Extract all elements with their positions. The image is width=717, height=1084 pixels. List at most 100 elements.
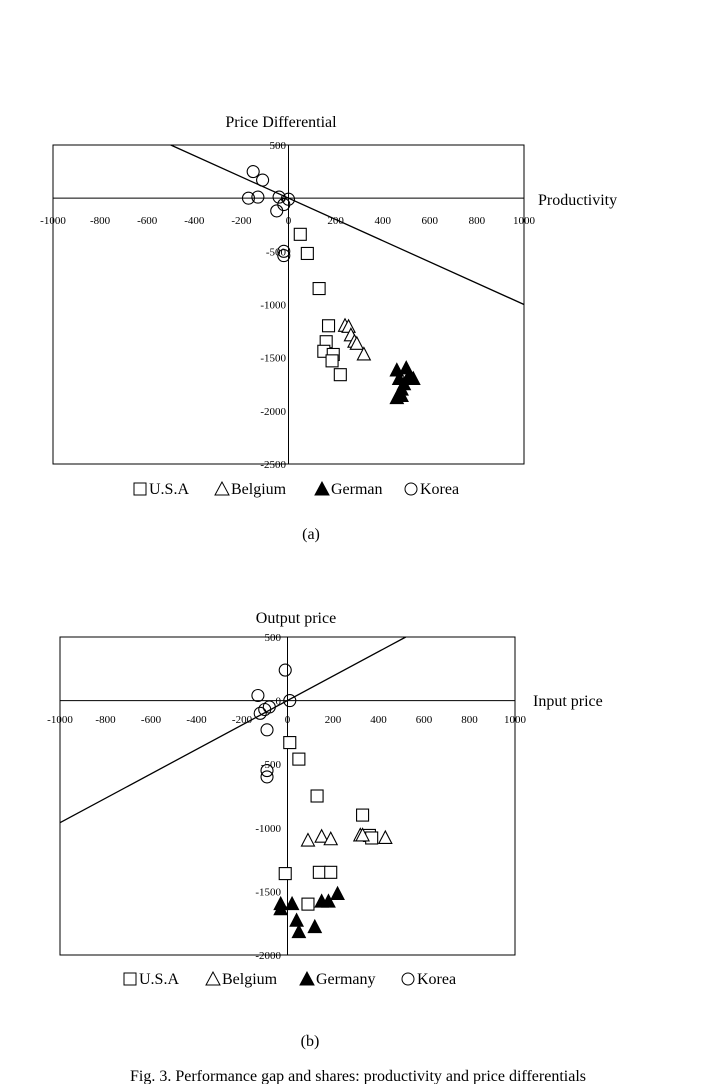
panel-label-a: (a) [302,526,320,543]
legend-label-korea: Korea [417,971,456,988]
data-point-triangle [289,912,305,927]
legend-square-marker [133,482,147,496]
x-tick-label: -400 [184,215,205,227]
data-point-triangle [323,831,339,846]
x-axis-title: Productivity [538,192,617,209]
x-axis-title: Input price [533,693,603,710]
data-point-triangle [273,901,289,916]
y-tick-label: -1000 [260,300,286,312]
data-point-square [333,368,347,382]
trend-line [170,144,525,306]
data-point-triangle [349,335,365,350]
x-tick-label: -200 [232,714,253,726]
y-tick-label: -1000 [255,823,281,835]
reference-line [170,144,525,306]
x-tick-label: -600 [137,215,158,227]
data-point-triangle [330,885,345,900]
data-point-triangle [356,346,372,361]
panel-label-b: (b) [301,1033,320,1050]
x-tick-label: -800 [95,714,116,726]
legend-open-triangle-marker [205,970,221,986]
y-tick-label: 0 [281,193,287,205]
x-tick-label: 200 [325,714,342,726]
x-tick-label: 1000 [513,215,536,227]
legend: U.S.A Belgium Germany Korea [123,970,456,988]
data-point-triangle [377,829,393,845]
legend-label-germany: Germany [316,971,376,988]
legend-open-triangle-marker [214,480,230,496]
y-tick-label: -2000 [255,950,281,962]
data-point-circle [251,688,265,703]
y-tick-label: -1500 [255,886,281,898]
x-tick-label: -400 [186,714,207,726]
x-tick-label: -600 [141,714,162,726]
data-point-circle [281,192,296,206]
data-point-triangle [314,828,330,843]
chart-panel-b: Output price Input price -1000 -800 -600 -4… [47,610,603,1050]
x-tick-label: -1000 [40,215,66,227]
x-tick-label: 400 [374,215,391,227]
legend-filled-triangle-marker [314,480,330,496]
data-point-circle [260,764,274,778]
legend-filled-triangle-marker [299,970,315,986]
data-point-circle [277,249,291,263]
data-point-square [301,897,315,911]
y-axis-title: Price Differential [225,114,337,131]
data-point-triangle [291,923,307,939]
y-tick-label: -2500 [260,459,286,471]
tick-labels: -1000-800-600-400-2000200400600800100050… [40,140,535,471]
data-point-square [312,281,326,296]
legend-label-belgium: Belgium [222,971,278,988]
data-point-square [356,808,370,822]
chart-panel-a: Price Differential Productivity -1000 -80… [40,114,617,543]
y-tick-label: -500 [266,246,287,258]
legend-square-marker [123,972,137,986]
data-point-circle [270,204,284,218]
tick-labels: -1000-800-600-400-2000200400600800100050… [47,632,526,962]
data-point-square [312,865,326,879]
data-point-triangle [284,895,300,911]
y-tick-label: -500 [261,759,282,771]
data-point-circle [262,700,276,714]
x-tick-label: 800 [461,714,478,726]
x-tick-label: 1000 [504,714,527,726]
x-tick-label: 400 [370,714,387,726]
data-point-triangle [398,360,414,375]
y-tick-label: -1500 [260,353,286,365]
data-point-square [325,354,339,368]
data-point-square [283,736,297,750]
x-tick-label: 800 [469,215,486,227]
x-tick-label: -800 [90,215,111,227]
data-point-circle [241,191,256,205]
legend-label-belgium: Belgium [231,481,287,498]
x-tick-label: -1000 [47,714,73,726]
legend-circle-marker [401,972,415,986]
data-point-circle [260,770,274,784]
trend-line [59,636,407,824]
data-points [251,663,393,939]
reference-line [59,636,407,824]
data-point-circle [246,165,260,179]
data-point-square [292,752,306,766]
legend-label-german: German [331,481,383,498]
data-point-circle [256,173,270,187]
data-point-circle [272,190,286,204]
y-tick-label: -2000 [260,406,286,418]
data-point-triangle [355,827,370,842]
y-tick-label: 500 [270,140,287,152]
data-points [241,165,421,405]
legend: U.S.A Belgium German Korea [133,480,459,498]
y-tick-label: 0 [276,696,282,708]
legend-label-korea: Korea [420,481,459,498]
data-point-circle [278,663,292,677]
data-point-triangle [307,918,323,934]
data-point-square [278,867,292,881]
data-point-square [324,865,338,879]
x-tick-label: 600 [422,215,439,227]
data-point-triangle [405,370,421,385]
data-point-triangle [321,893,336,908]
x-tick-label: -200 [231,215,252,227]
data-point-circle [251,190,265,204]
data-point-square [293,227,307,241]
